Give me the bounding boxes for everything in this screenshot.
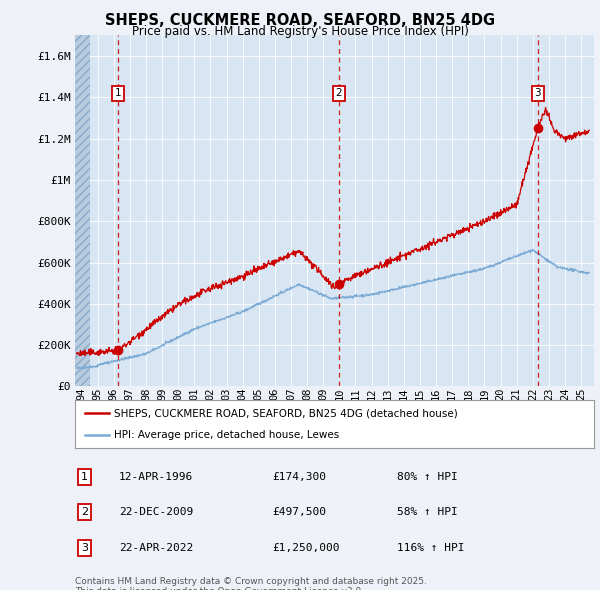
Text: Price paid vs. HM Land Registry's House Price Index (HPI): Price paid vs. HM Land Registry's House … xyxy=(131,25,469,38)
Bar xyxy=(75,35,89,386)
Text: Contains HM Land Registry data © Crown copyright and database right 2025.
This d: Contains HM Land Registry data © Crown c… xyxy=(75,577,427,590)
Text: SHEPS, CUCKMERE ROAD, SEAFORD, BN25 4DG: SHEPS, CUCKMERE ROAD, SEAFORD, BN25 4DG xyxy=(105,13,495,28)
Text: 22-APR-2022: 22-APR-2022 xyxy=(119,543,193,553)
Text: 58% ↑ HPI: 58% ↑ HPI xyxy=(397,507,458,517)
Text: £174,300: £174,300 xyxy=(272,472,326,482)
Text: 1: 1 xyxy=(115,88,122,98)
Text: HPI: Average price, detached house, Lewes: HPI: Average price, detached house, Lewe… xyxy=(114,430,339,440)
Text: 12-APR-1996: 12-APR-1996 xyxy=(119,472,193,482)
Text: 2: 2 xyxy=(81,507,88,517)
Text: £497,500: £497,500 xyxy=(272,507,326,517)
Text: 3: 3 xyxy=(534,88,541,98)
Text: £1,250,000: £1,250,000 xyxy=(272,543,340,553)
Text: 116% ↑ HPI: 116% ↑ HPI xyxy=(397,543,464,553)
Text: 22-DEC-2009: 22-DEC-2009 xyxy=(119,507,193,517)
Text: 80% ↑ HPI: 80% ↑ HPI xyxy=(397,472,458,482)
Text: 3: 3 xyxy=(81,543,88,553)
Text: SHEPS, CUCKMERE ROAD, SEAFORD, BN25 4DG (detached house): SHEPS, CUCKMERE ROAD, SEAFORD, BN25 4DG … xyxy=(114,408,458,418)
Text: 1: 1 xyxy=(81,472,88,482)
Text: 2: 2 xyxy=(335,88,342,98)
